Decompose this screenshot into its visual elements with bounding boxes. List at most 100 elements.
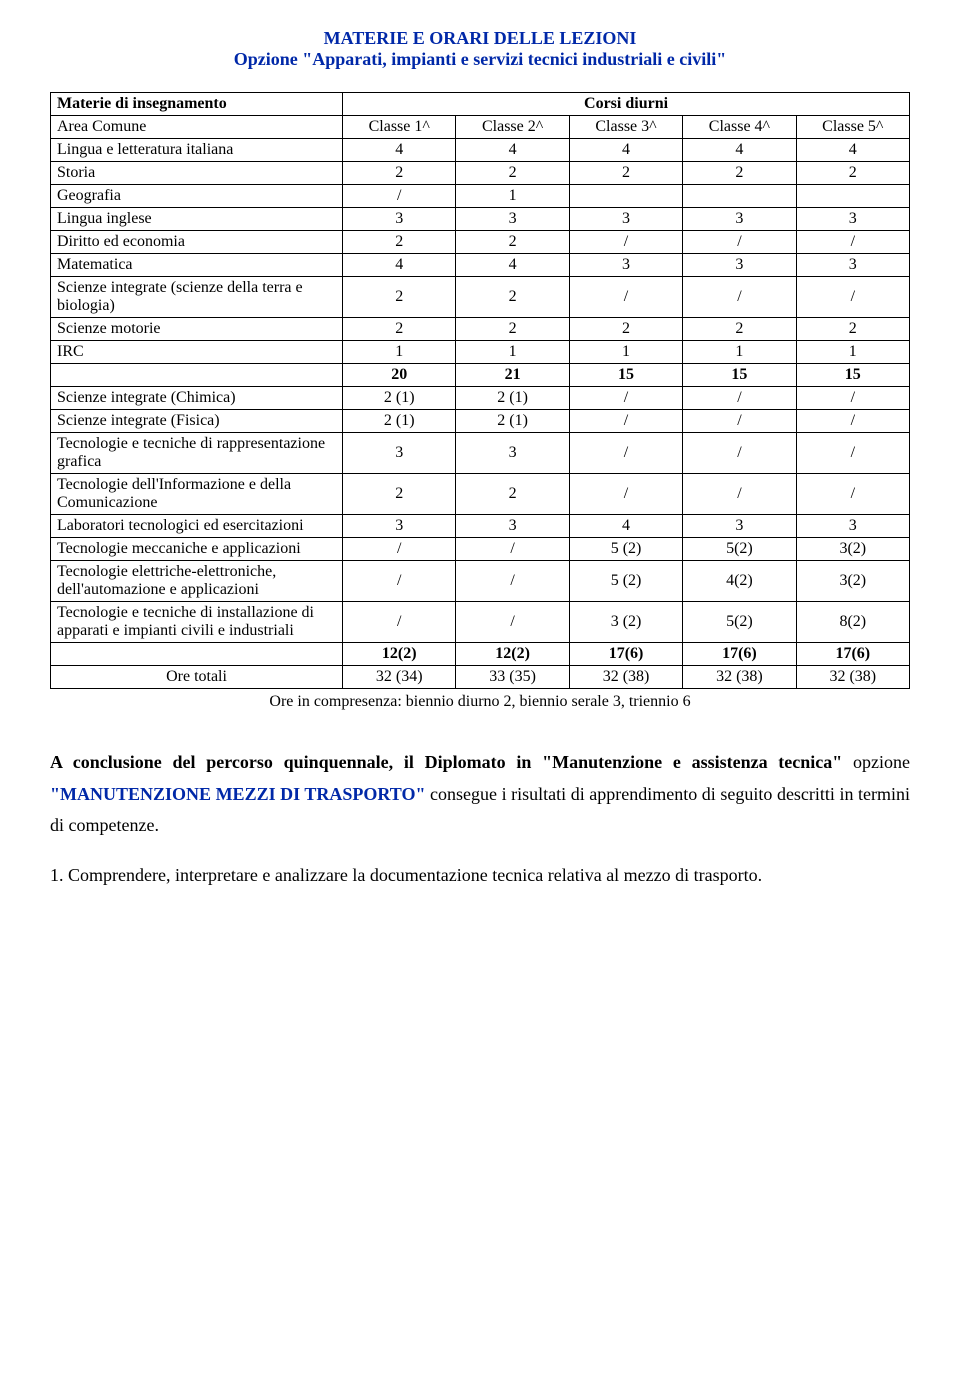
table-header-row-1: Materie di insegnamento Corsi diurni xyxy=(51,93,910,116)
row-cell: / xyxy=(796,387,909,410)
row-cell: 12(2) xyxy=(456,643,569,666)
table-row: Tecnologie dell'Informazione e della Com… xyxy=(51,474,910,515)
row-cell: / xyxy=(456,538,569,561)
schedule-table: Materie di insegnamento Corsi diurni Are… xyxy=(50,92,910,689)
row-cell: 3 xyxy=(569,208,682,231)
row-cell: 2 xyxy=(343,474,456,515)
row-cell: 17(6) xyxy=(796,643,909,666)
row-cell: 3 xyxy=(456,515,569,538)
table-row: Scienze motorie22222 xyxy=(51,318,910,341)
row-label xyxy=(51,364,343,387)
row-label: Ore totali xyxy=(51,666,343,689)
row-cell: 15 xyxy=(569,364,682,387)
row-cell: 1 xyxy=(683,341,796,364)
row-cell: / xyxy=(343,561,456,602)
row-cell: 3 (2) xyxy=(569,602,682,643)
row-cell: 2 xyxy=(343,162,456,185)
row-cell: 2 xyxy=(456,162,569,185)
table-header-row-2: Area Comune Classe 1^ Classe 2^ Classe 3… xyxy=(51,116,910,139)
row-cell: 4 xyxy=(456,254,569,277)
row-cell: / xyxy=(683,231,796,254)
row-cell: 2 (1) xyxy=(343,410,456,433)
row-cell: / xyxy=(796,231,909,254)
header-col1: Materie di insegnamento xyxy=(51,93,343,116)
row-cell: / xyxy=(683,387,796,410)
row-cell: / xyxy=(456,602,569,643)
row-cell: / xyxy=(343,185,456,208)
row-cell: / xyxy=(569,433,682,474)
row-cell: 1 xyxy=(796,341,909,364)
row-label: Tecnologie e tecniche di rappresentazion… xyxy=(51,433,343,474)
row-label: Lingua inglese xyxy=(51,208,343,231)
row-label: Scienze integrate (Chimica) xyxy=(51,387,343,410)
row-cell: 1 xyxy=(569,341,682,364)
table-row: Laboratori tecnologici ed esercitazioni3… xyxy=(51,515,910,538)
row-cell: 3 xyxy=(343,208,456,231)
row-cell: / xyxy=(796,474,909,515)
row-label: Scienze integrate (Fisica) xyxy=(51,410,343,433)
row-cell: 3 xyxy=(683,515,796,538)
row-cell: 4 xyxy=(683,139,796,162)
row-cell: 5 (2) xyxy=(569,561,682,602)
row-cell: / xyxy=(569,231,682,254)
row-cell: / xyxy=(796,410,909,433)
header-sub-1: Classe 1^ xyxy=(343,116,456,139)
table-row: Ore totali32 (34)33 (35)32 (38)32 (38)32… xyxy=(51,666,910,689)
row-cell: 2 xyxy=(569,162,682,185)
table-row: Tecnologie e tecniche di installazione d… xyxy=(51,602,910,643)
title-block: MATERIE E ORARI DELLE LEZIONI Opzione "A… xyxy=(50,28,910,70)
table-row: Scienze integrate (scienze della terra e… xyxy=(51,277,910,318)
row-cell: 3 xyxy=(796,208,909,231)
row-cell: 15 xyxy=(796,364,909,387)
table-row: 2021151515 xyxy=(51,364,910,387)
row-label: Tecnologie dell'Informazione e della Com… xyxy=(51,474,343,515)
table-row: Tecnologie e tecniche di rappresentazion… xyxy=(51,433,910,474)
row-cell: 4 xyxy=(343,254,456,277)
title-line1: MATERIE E ORARI DELLE LEZIONI xyxy=(50,28,910,49)
header-sub-3: Classe 3^ xyxy=(569,116,682,139)
row-cell: / xyxy=(796,433,909,474)
row-cell: 4 xyxy=(796,139,909,162)
row-label: Matematica xyxy=(51,254,343,277)
header-sub-5: Classe 5^ xyxy=(796,116,909,139)
table-row: 12(2)12(2)17(6)17(6)17(6) xyxy=(51,643,910,666)
table-row: Tecnologie meccaniche e applicazioni//5 … xyxy=(51,538,910,561)
table-row: Tecnologie elettriche-elettroniche, dell… xyxy=(51,561,910,602)
row-cell: 5(2) xyxy=(683,602,796,643)
para-lead: A conclusione del percorso quinquennale,… xyxy=(50,752,842,772)
row-cell: 3 xyxy=(796,254,909,277)
row-cell: 5(2) xyxy=(683,538,796,561)
row-cell: 3(2) xyxy=(796,561,909,602)
table-row: Scienze integrate (Fisica)2 (1)2 (1)/// xyxy=(51,410,910,433)
row-cell: 3(2) xyxy=(796,538,909,561)
row-cell: 2 xyxy=(456,231,569,254)
row-cell: 2 xyxy=(683,318,796,341)
row-cell: 2 (1) xyxy=(456,387,569,410)
row-cell: / xyxy=(683,277,796,318)
table-row: Scienze integrate (Chimica)2 (1)2 (1)/// xyxy=(51,387,910,410)
row-cell: 2 (1) xyxy=(456,410,569,433)
row-cell: 2 xyxy=(456,277,569,318)
table-row: Lingua inglese33333 xyxy=(51,208,910,231)
row-cell: 1 xyxy=(456,341,569,364)
row-cell: / xyxy=(796,277,909,318)
row-cell: / xyxy=(569,277,682,318)
row-cell: 2 xyxy=(343,231,456,254)
row-cell: 3 xyxy=(796,515,909,538)
row-cell: 3 xyxy=(683,254,796,277)
para-option: "MANUTENZIONE MEZZI DI TRASPORTO" xyxy=(50,784,425,804)
row-cell: 8(2) xyxy=(796,602,909,643)
row-cell xyxy=(796,185,909,208)
row-cell: 2 xyxy=(343,318,456,341)
row-label: Scienze integrate (scienze della terra e… xyxy=(51,277,343,318)
row-label: Lingua e letteratura italiana xyxy=(51,139,343,162)
row-cell: 2 xyxy=(683,162,796,185)
row-cell: 2 xyxy=(456,474,569,515)
row-cell: 17(6) xyxy=(683,643,796,666)
table-row: IRC11111 xyxy=(51,341,910,364)
row-cell: 2 (1) xyxy=(343,387,456,410)
table-row: Geografia/1 xyxy=(51,185,910,208)
row-cell: 4 xyxy=(456,139,569,162)
row-cell: 32 (38) xyxy=(569,666,682,689)
row-cell: 2 xyxy=(343,277,456,318)
